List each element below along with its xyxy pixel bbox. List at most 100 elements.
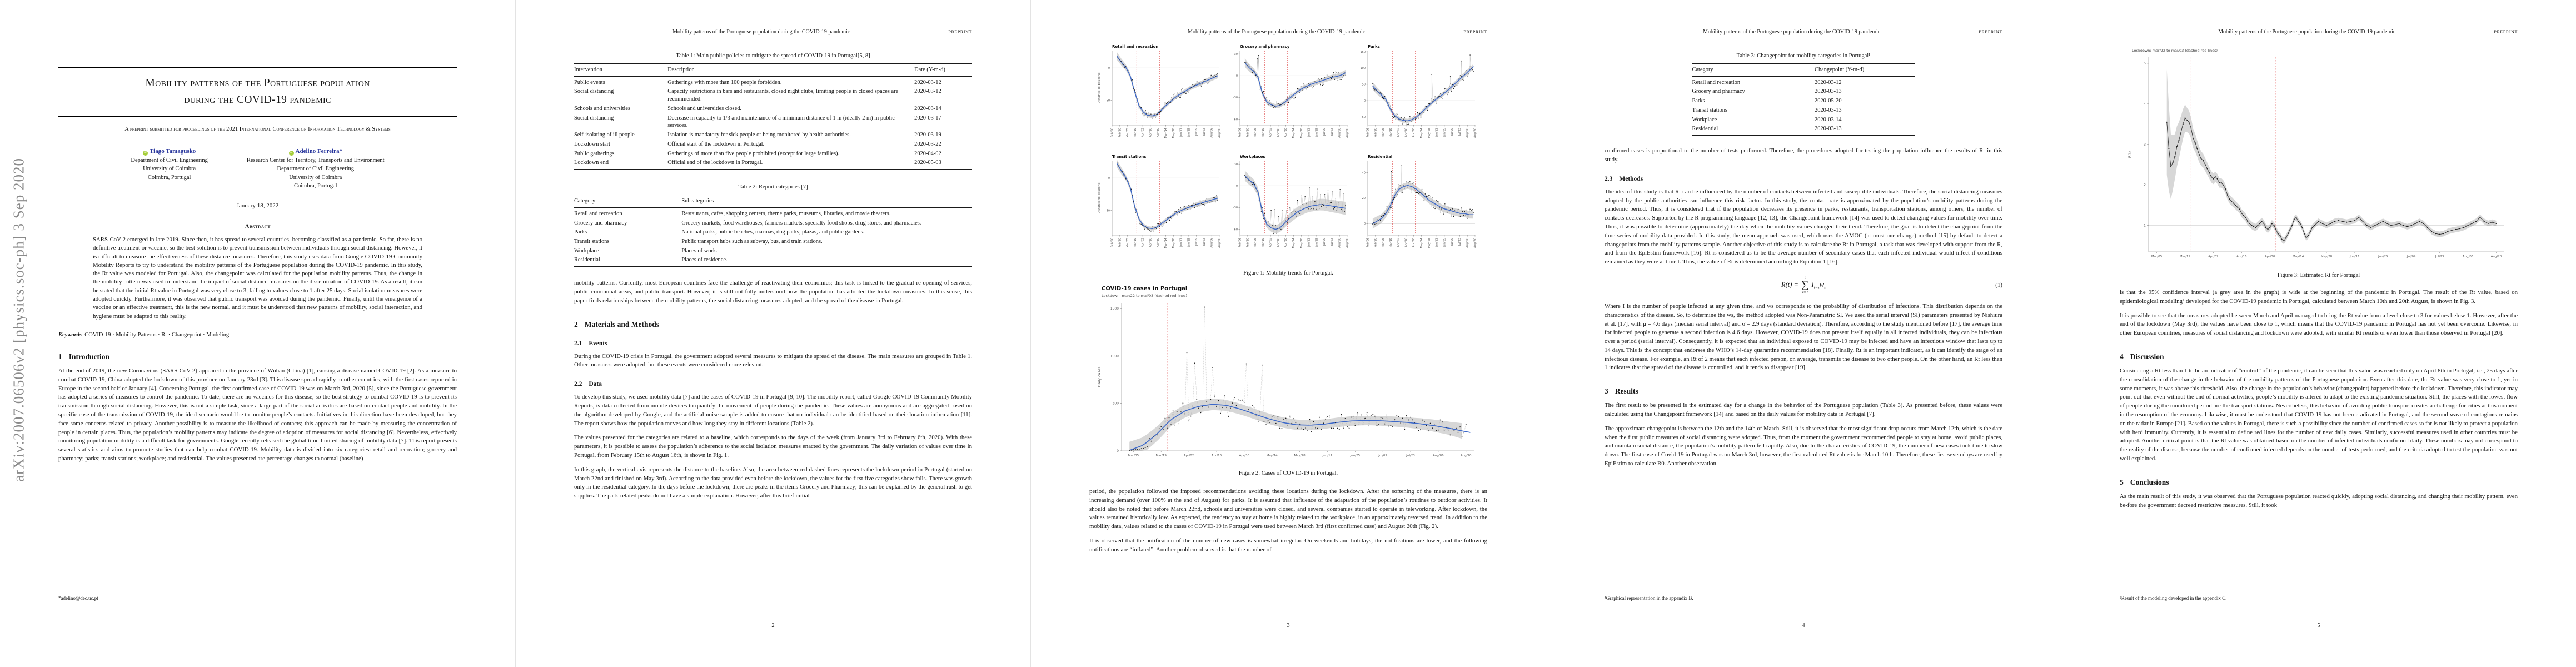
figure2-caption: Figure 2: Cases of COVID-19 in Portugal.	[1238, 470, 1338, 476]
figure3-caption: Figure 3: Estimated Rt for Portugal	[2277, 272, 2360, 278]
svg-text:-60: -60	[1233, 118, 1238, 121]
preprint-tag: PREPRINT	[2494, 29, 2518, 34]
svg-text:150: 150	[1360, 51, 1366, 54]
svg-text:Jun/25: Jun/25	[2378, 255, 2388, 258]
table-cell: Social distancing	[574, 88, 614, 95]
svg-text:Residential: Residential	[1368, 155, 1392, 159]
svg-text:Mar/05: Mar/05	[1382, 128, 1385, 137]
table-cell: 2020-03-17	[914, 115, 941, 121]
table-header-cell: Category	[574, 195, 682, 208]
table-cell: 2020-05-03	[914, 158, 972, 170]
table-header-cell: Changepoint (Y-m-d)	[1815, 63, 1915, 77]
svg-text:May/14: May/14	[1164, 238, 1168, 248]
table-cell: National parks, public beaches, marinas,…	[681, 229, 865, 236]
table-row: Public events Gatherings with more than 1…	[574, 76, 972, 87]
svg-text:Jul/23: Jul/23	[1331, 128, 1334, 136]
svg-text:Jun/11: Jun/11	[1308, 128, 1311, 137]
svg-text:Feb/20: Feb/20	[1374, 238, 1377, 247]
svg-text:Apr/30: Apr/30	[1412, 128, 1416, 137]
svg-text:Aug/06: Aug/06	[1338, 128, 1342, 138]
svg-text:0: 0	[1108, 177, 1110, 180]
svg-text:Apr/02: Apr/02	[1184, 454, 1194, 457]
svg-text:Mar/19: Mar/19	[1134, 128, 1137, 137]
svg-text:Jun/11: Jun/11	[1436, 238, 1439, 247]
table-row: Social distancing Decrease in capacity to…	[574, 113, 972, 130]
table-row: Parks National parks, public beaches, mar…	[574, 228, 972, 237]
svg-text:Jul/09: Jul/09	[1451, 238, 1454, 246]
table-cell: Residential	[574, 255, 682, 267]
paragraph: confirmed cases is proportional to the n…	[1605, 147, 2002, 163]
footnote-text: *adelino@dec.uc.pt	[58, 595, 98, 601]
author-name: Adelino Ferreira*	[295, 148, 342, 155]
keywords-label: Keywords	[58, 331, 82, 338]
svg-text:Jun/25: Jun/25	[1315, 128, 1318, 137]
abstract-text: SARS-CoV-2 emerged in late 2019. Since t…	[93, 236, 422, 320]
figure3-chart: 1 2 3 4 5 Mar/05 Mar/19 Apr/02 Apr/16 Apr/30 May/1…	[2127, 48, 2504, 258]
svg-text:Feb/20: Feb/20	[1118, 238, 1122, 247]
abstract-heading: Abstract	[245, 223, 271, 230]
svg-text:Jul/09: Jul/09	[1451, 128, 1454, 136]
svg-text:Apr/30: Apr/30	[1284, 128, 1288, 137]
svg-text:0: 0	[1364, 222, 1366, 226]
equation-1: R(t) = t ∑ s=1 It−sws (1)	[1605, 276, 2002, 295]
table-cell: Transit stations	[574, 238, 610, 245]
table-row: Residential Places of residence.	[574, 255, 972, 267]
table3-caption: Table 3: Changepoint for mobility catego…	[1736, 53, 1871, 59]
author-affiliation-line: University of Coimbra	[289, 174, 342, 181]
fig1-subplot-parks: 150 100 50 0 -50 Feb/06 Feb/20 Mar/05 Mar/19 Apr/…	[1360, 44, 1477, 138]
svg-text:Aug/20: Aug/20	[1474, 238, 1477, 248]
svg-text:40: 40	[1362, 171, 1366, 175]
table-cell: Self-isolating of ill people	[574, 132, 635, 138]
svg-text:-30: -30	[1233, 96, 1238, 99]
svg-text:Feb/20: Feb/20	[1246, 128, 1249, 137]
svg-text:Apr/02: Apr/02	[1269, 128, 1273, 137]
section-heading-materials-methods: 2 Materials and Methods	[574, 320, 659, 328]
table-cell: 2020-03-14	[1815, 116, 1842, 123]
svg-text:Feb/20: Feb/20	[1246, 238, 1249, 247]
orcid-icon: iD	[288, 150, 294, 156]
svg-text:-50: -50	[1361, 116, 1366, 119]
running-title: Mobility patterns of the Portuguese popu…	[672, 29, 850, 35]
title-rule-bottom	[58, 116, 457, 118]
table-header-cell: Description	[667, 63, 915, 77]
footnote-page1: *adelino@dec.uc.pt	[58, 593, 457, 601]
author-2: iD Adelino Ferreira* Research Center for T…	[247, 147, 385, 190]
title-rule-top	[58, 67, 457, 68]
table-row: Parks 2020-05-20	[1692, 97, 1915, 106]
svg-text:Feb/06: Feb/06	[1111, 128, 1114, 137]
section-heading-introduction: 1 Introduction	[58, 352, 110, 361]
paragraph: mobility patterns. Currently, most Europ…	[574, 280, 972, 304]
subsection-heading-data: 2.2 Data	[574, 381, 602, 388]
svg-text:Jun/25: Jun/25	[1443, 128, 1446, 137]
svg-text:Aug/20: Aug/20	[2491, 255, 2502, 258]
author-name: Tiago Tamagusko	[150, 148, 196, 155]
svg-text:Feb/06: Feb/06	[1239, 128, 1242, 137]
paper-title: Mobility patterns of the Portuguese popu…	[58, 68, 457, 116]
table-row: Workplace Places of work.	[574, 246, 972, 256]
figure3-estimated-rt: 1 2 3 4 5 Mar/05 Mar/19 Apr/02 Apr/16 Apr/30 May/1…	[2120, 43, 2518, 268]
svg-text:0: 0	[1364, 99, 1366, 103]
section-heading-discussion: 4 Discussion	[2120, 352, 2164, 361]
table-cell: Public transport hubs such as subway, bu…	[681, 238, 823, 245]
svg-text:Lockdown: mar/22 to mai/03 (da: Lockdown: mar/22 to mai/03 (dashed red l…	[1102, 293, 1187, 298]
svg-text:Apr/16: Apr/16	[1149, 128, 1152, 137]
svg-text:Jun/11: Jun/11	[1308, 238, 1311, 247]
running-header: Mobility patterns of the Portuguese popu…	[2120, 29, 2518, 38]
table-cell: Social distancing	[574, 115, 614, 121]
svg-text:Feb/20: Feb/20	[1374, 128, 1377, 137]
table-row: Lockdown start Official start of the lock…	[574, 140, 972, 149]
svg-text:May/14: May/14	[1420, 128, 1423, 138]
table-cell: Retail and recreation	[574, 210, 622, 217]
svg-text:Aug/20: Aug/20	[1461, 454, 1472, 457]
table-row: Schools and universities Schools and univ…	[574, 104, 972, 113]
svg-text:Apr/02: Apr/02	[1142, 128, 1145, 137]
paragraph: Where I is the number of people infected…	[1605, 302, 2002, 371]
svg-text:Apr/02: Apr/02	[1269, 238, 1273, 247]
table1-caption: Table 1: Main public policies to mitigat…	[676, 53, 870, 59]
svg-text:4: 4	[2144, 102, 2146, 106]
svg-text:Apr/16: Apr/16	[1149, 238, 1152, 247]
svg-text:May/14: May/14	[2293, 255, 2304, 258]
svg-text:Apr/30: Apr/30	[1157, 238, 1160, 247]
svg-text:Apr/16: Apr/16	[1212, 454, 1222, 457]
keywords-text: COVID-19 · Mobility Patterns · Rt · Chan…	[84, 331, 230, 338]
